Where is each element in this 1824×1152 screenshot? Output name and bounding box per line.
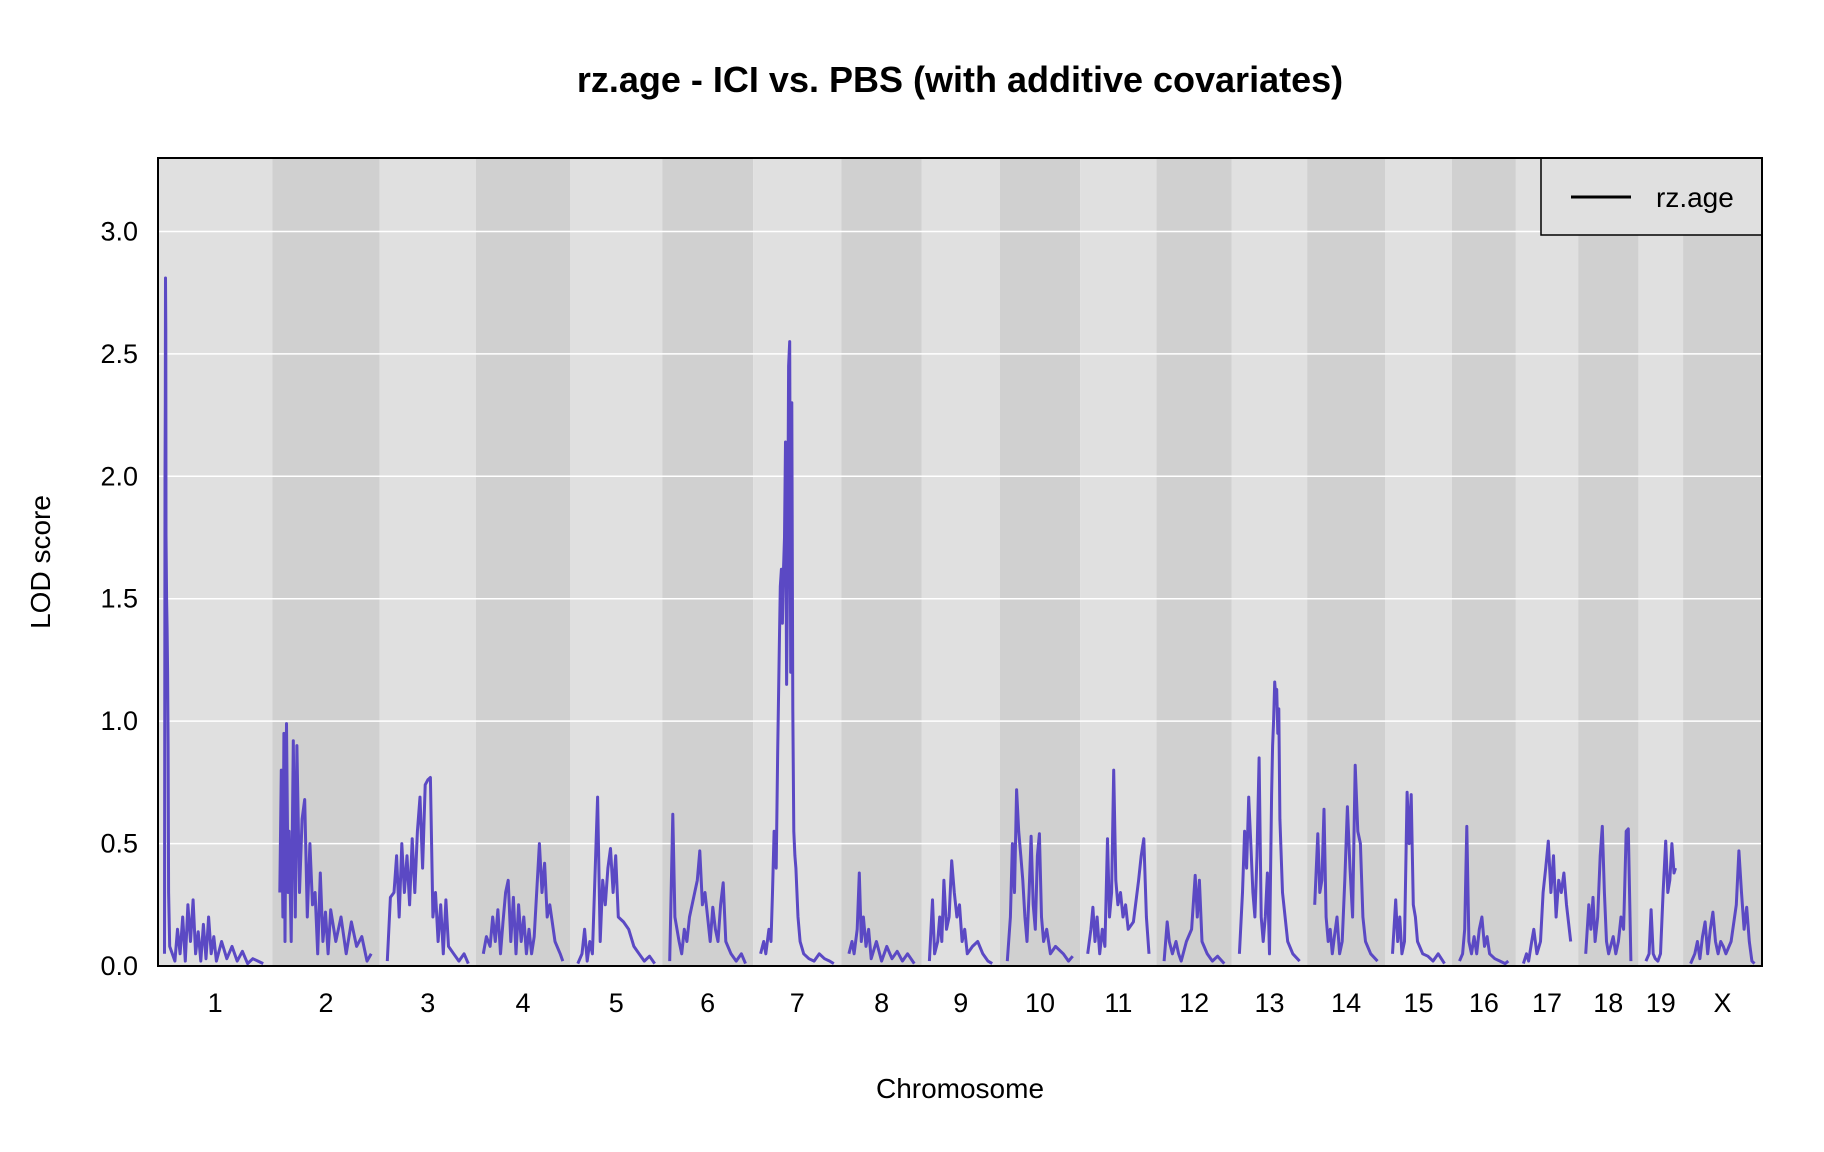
- chromosome-band-1: [158, 158, 273, 966]
- x-tick-label-10: 10: [1025, 988, 1055, 1018]
- lod-line-chr-16: [1458, 824, 1510, 966]
- chromosome-band-8: [841, 158, 922, 966]
- chromosome-band-17: [1515, 158, 1579, 966]
- lod-line-chr-18: [1584, 824, 1633, 962]
- lod-line-chr-17: [1521, 839, 1573, 965]
- x-tick-label-11: 11: [1104, 988, 1132, 1018]
- lod-line-chr-4: [481, 842, 565, 962]
- chromosome-band-12: [1156, 158, 1232, 966]
- lod-line-chr-10: [1005, 788, 1074, 963]
- lod-line-chr-8: [847, 871, 916, 965]
- chromosome-band-7: [753, 158, 842, 966]
- chromosome-band-6: [662, 158, 754, 966]
- chromosome-band-9: [921, 158, 1000, 966]
- chromosome-band-15: [1385, 158, 1453, 966]
- legend: rz.age: [1540, 157, 1763, 236]
- x-tick-label-3: 3: [420, 988, 435, 1018]
- x-tick-label-4: 4: [516, 988, 531, 1018]
- y-tick-label-3.0: 3.0: [100, 216, 138, 246]
- legend-label: rz.age: [1656, 182, 1734, 213]
- y-tick-label-2.5: 2.5: [100, 339, 138, 369]
- y-axis-label: LOD score: [25, 495, 56, 629]
- chromosome-band-4: [475, 158, 571, 966]
- y-tick-label-1.0: 1.0: [100, 706, 138, 736]
- lod-line-chr-19: [1644, 839, 1677, 963]
- lod-line-chr-3: [385, 776, 470, 965]
- chromosome-band-X: [1683, 158, 1762, 966]
- lod-line-chr-12: [1162, 873, 1226, 965]
- x-tick-label-17: 17: [1532, 988, 1562, 1018]
- lod-line-chr-2: [278, 722, 373, 963]
- y-tick-label-2.0: 2.0: [100, 461, 138, 491]
- lod-line-chr-9: [927, 859, 993, 965]
- x-axis: 1 2 3 4 5 6 7 8 9 10 11 12 13 14 15 16 17 18 19 X: [208, 988, 1732, 1018]
- chromosome-band-16: [1452, 158, 1516, 966]
- x-tick-label-X: X: [1714, 988, 1732, 1018]
- x-tick-label-19: 19: [1646, 988, 1676, 1018]
- x-axis-label: Chromosome: [876, 1073, 1044, 1104]
- plot-frame: [157, 157, 1763, 967]
- lod-line-chr-1: [163, 276, 264, 966]
- x-tick-label-5: 5: [609, 988, 624, 1018]
- x-tick-label-1: 1: [208, 988, 223, 1018]
- chromosome-band-10: [999, 158, 1081, 966]
- lod-line-chr-11: [1086, 768, 1151, 956]
- x-tick-label-18: 18: [1593, 988, 1623, 1018]
- x-tick-label-16: 16: [1469, 988, 1499, 1018]
- lod-line-chr-14: [1313, 763, 1379, 963]
- y-tick-label-0.5: 0.5: [100, 829, 138, 859]
- x-tick-label-15: 15: [1403, 988, 1433, 1018]
- lod-line-chr-5: [576, 795, 656, 965]
- chart-title: rz.age - ICI vs. PBS (with additive cova…: [577, 59, 1343, 100]
- y-axis: 0.0 0.5 1.0 1.5 2.0 2.5 3.0: [100, 216, 138, 981]
- x-tick-label-13: 13: [1254, 988, 1284, 1018]
- chromosome-band-5: [570, 158, 663, 966]
- lod-line-chr-13: [1237, 680, 1301, 963]
- lod-line-chr-15: [1391, 790, 1446, 965]
- lod-line-chr-6: [668, 812, 747, 965]
- x-tick-label-8: 8: [874, 988, 889, 1018]
- x-tick-label-12: 12: [1179, 988, 1209, 1018]
- lod-line-chr-7: [759, 340, 835, 965]
- y-tick-label-1.5: 1.5: [100, 584, 138, 614]
- chromosome-band-3: [379, 158, 476, 966]
- y-tick-label-0.0: 0.0: [100, 951, 138, 981]
- x-tick-label-7: 7: [790, 988, 805, 1018]
- x-tick-label-2: 2: [318, 988, 333, 1018]
- chromosome-band-19: [1638, 158, 1684, 966]
- gridlines: [158, 230, 1762, 845]
- lod-series: [163, 276, 1756, 966]
- chromosome-band-11: [1080, 158, 1157, 966]
- x-tick-label-9: 9: [953, 988, 968, 1018]
- x-tick-label-6: 6: [700, 988, 715, 1018]
- x-tick-label-14: 14: [1331, 988, 1361, 1018]
- lod-line-chr-X: [1689, 849, 1756, 965]
- chromosome-bands: [158, 158, 1762, 966]
